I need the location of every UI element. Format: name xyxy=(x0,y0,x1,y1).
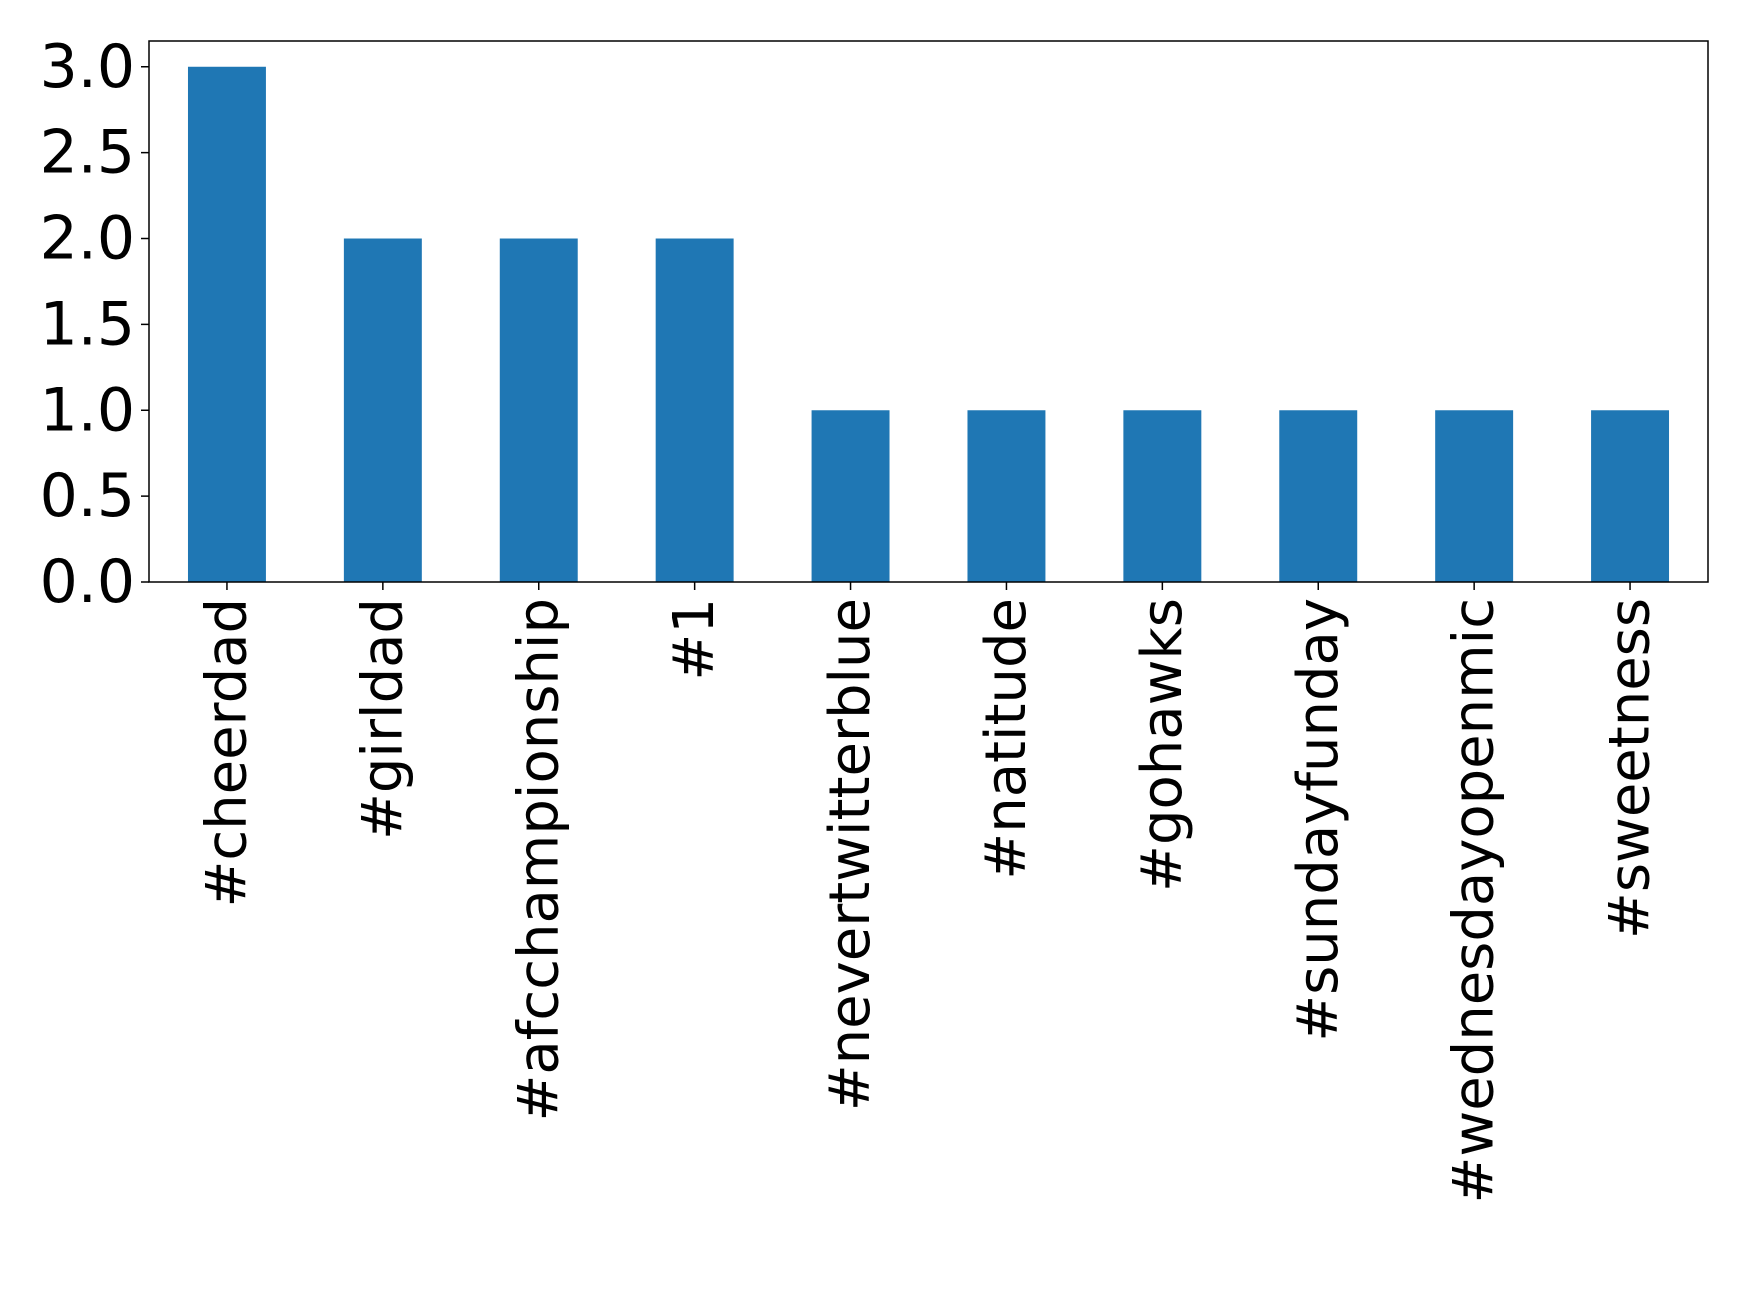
y-tick-label: 0.5 xyxy=(40,461,135,531)
y-tick-label: 1.0 xyxy=(40,375,135,445)
x-tick-label: #natitude xyxy=(974,598,1039,880)
bar xyxy=(1123,410,1202,582)
x-tick-label: #wednesdayopenmic xyxy=(1442,598,1507,1204)
bar xyxy=(343,238,422,582)
x-tick-label: #afcchampionship xyxy=(506,598,571,1122)
plot-frame xyxy=(148,40,1709,583)
x-tick-label: #gohawks xyxy=(1130,598,1195,892)
x-tick-label: #sundayfunday xyxy=(1286,598,1351,1042)
x-tick-label: #cheerdad xyxy=(194,598,259,908)
y-tick-label: 1.5 xyxy=(40,289,135,359)
x-tick-label: #girldad xyxy=(350,598,415,840)
bar xyxy=(187,66,266,582)
bar xyxy=(1279,410,1358,582)
bar xyxy=(967,410,1046,582)
x-tick-label: #1 xyxy=(662,598,727,681)
y-tick-label: 3.0 xyxy=(40,32,135,102)
x-tick-label: #sweetness xyxy=(1598,598,1663,939)
bar xyxy=(1435,410,1514,582)
bar xyxy=(655,238,734,582)
bar xyxy=(499,238,578,582)
y-tick-label: 2.5 xyxy=(40,118,135,188)
y-tick-label: 2.0 xyxy=(40,204,135,274)
bar xyxy=(1591,410,1670,582)
x-tick-label: #nevertwitterblue xyxy=(818,598,883,1111)
bar xyxy=(811,410,890,582)
y-tick-label: 0.0 xyxy=(40,547,135,617)
